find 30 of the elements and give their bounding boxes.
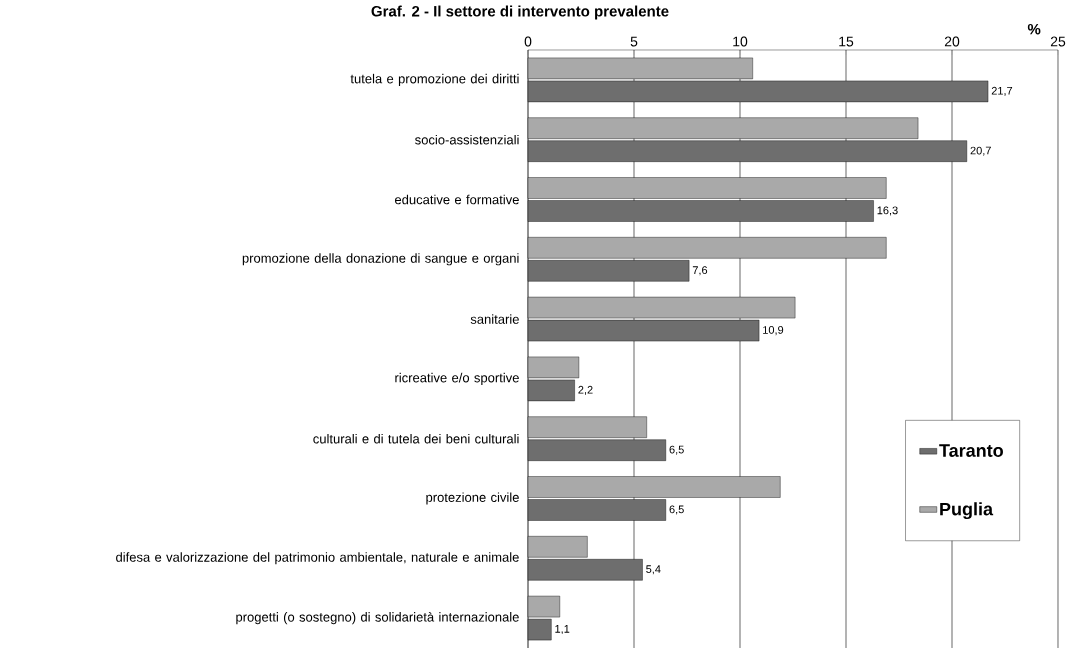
data-label: 7,6 [692,266,708,276]
data-label: 16,3 [877,206,898,216]
data-label: 6,5 [669,445,684,455]
y-tick-label: ricreative e/o sportive [395,372,519,385]
y-tick-label: progetti (o sostegno) di solidarietà internazionale [236,611,519,625]
y-tick-label: educative e formative [395,194,519,205]
data-label: 20,7 [970,146,991,156]
x-tick-label: 15 [839,36,854,47]
legend-label: Puglia [940,502,994,520]
data-label: 5,4 [646,565,661,575]
x-tick-label: 10 [733,36,748,47]
y-tick-label: culturali e di tutela dei beni culturali [313,433,519,444]
y-tick-label: difesa e valorizzazione del patrimonio ambientale, naturale e animale [116,552,519,565]
x-tick-label: 25 [1050,36,1066,47]
y-tick-label: protezione civile [426,492,519,505]
x-axis-title: % [1027,23,1041,35]
data-label: 1,1 [555,625,570,635]
data-label: 10,9 [763,326,784,336]
y-tick-label: promozione della donazione di sangue e organi [242,253,519,266]
x-tick-label: 20 [944,36,960,47]
chart-title: Graf. 2 - Il settore di intervento prevalente [371,5,669,20]
y-tick-label: socio-assistenziali [415,134,519,145]
legend-label: Taranto [939,444,1003,457]
data-label: 2,2 [578,385,593,395]
x-tick-label: 0 [524,36,532,47]
y-tick-label: sanitarie [470,314,519,324]
x-tick-label: 5 [630,36,638,47]
data-label: 6,5 [669,505,684,515]
data-label: 21,7 [991,86,1013,96]
y-tick-label: tutela e promozione dei diritti [350,73,519,86]
